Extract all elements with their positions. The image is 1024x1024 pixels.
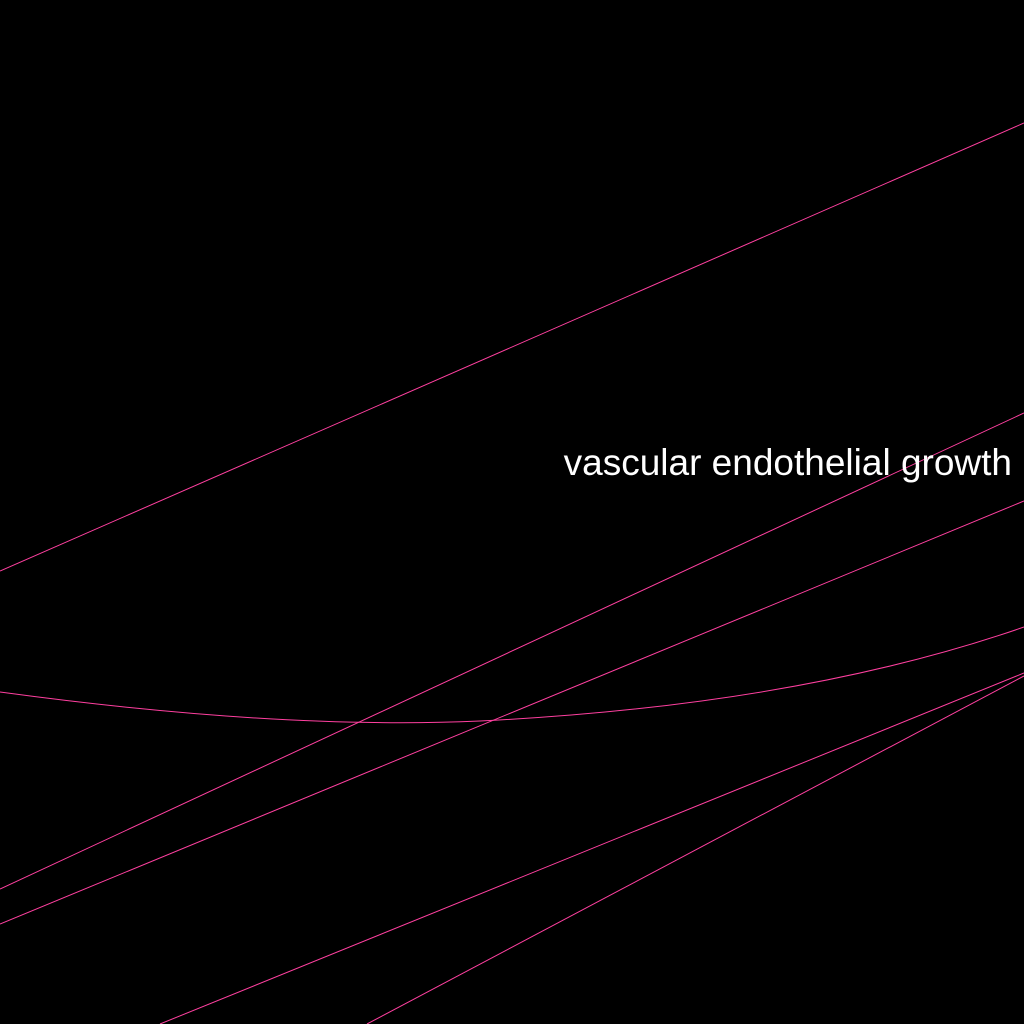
edge-curve-4 <box>0 626 1024 724</box>
edge-line-6 <box>366 675 1024 1024</box>
edge-line-3 <box>0 500 1024 925</box>
edge-line-2 <box>0 412 1024 890</box>
edge-line-1 <box>0 122 1024 572</box>
edge-line-5 <box>159 672 1024 1024</box>
node-label-vascular-endothelial-growth: vascular endothelial growth <box>564 442 1012 483</box>
edge-layer <box>0 122 1024 1024</box>
